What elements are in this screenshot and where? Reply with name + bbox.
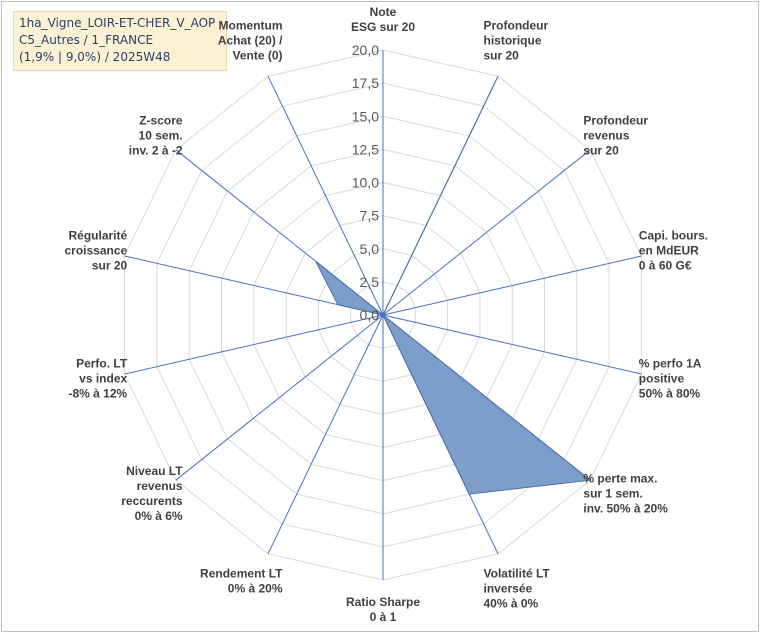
- title-line-2: C5_Autres / 1_FRANCE: [19, 33, 154, 47]
- title-line-1: 1ha_Vigne_LOIR-ET-CHER_V_AOP: [19, 16, 216, 30]
- title-line-3: (1,9% | 9,0%) / 2025W48: [19, 50, 171, 64]
- title-box: 1ha_Vigne_LOIR-ET-CHER_V_AOP C5_Autres /…: [13, 11, 227, 71]
